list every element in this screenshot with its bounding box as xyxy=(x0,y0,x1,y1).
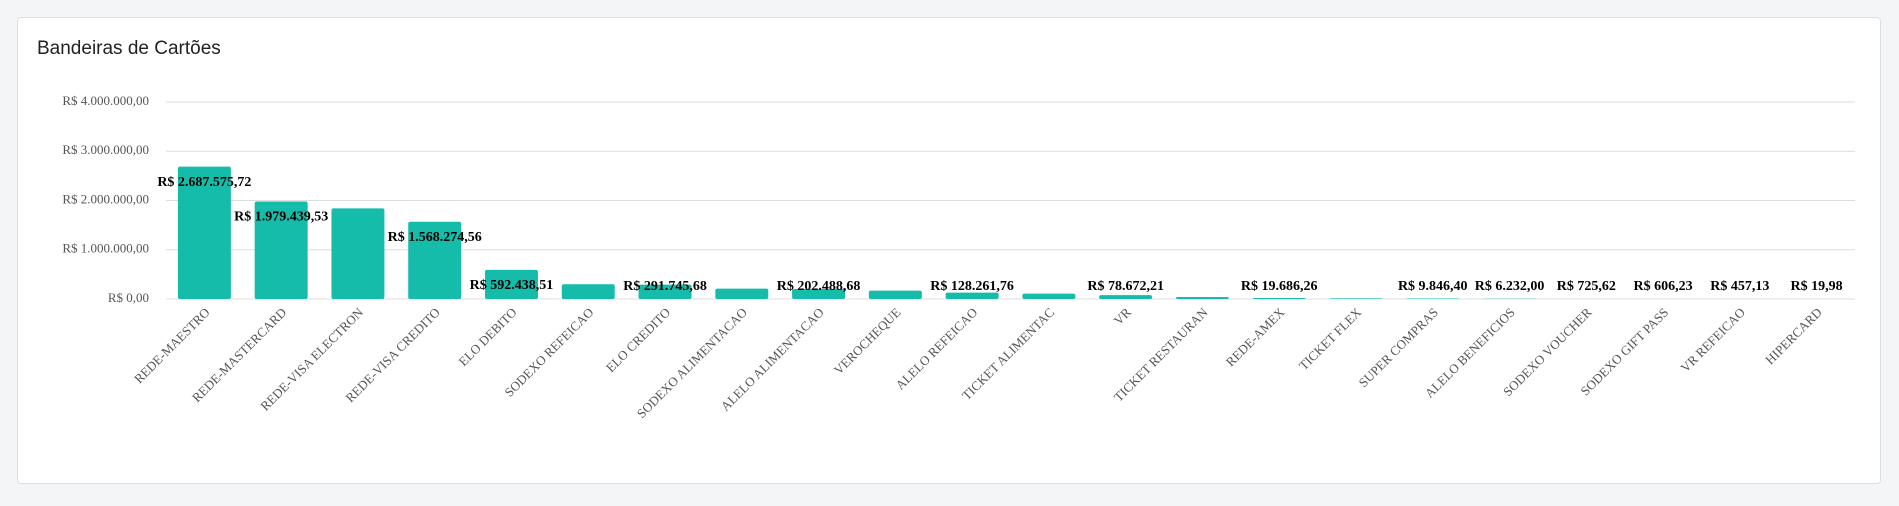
chart-title: Bandeiras de Cartões xyxy=(37,38,221,59)
y-tick-label: R$ 4.000.000,00 xyxy=(62,93,149,108)
bar xyxy=(484,269,538,299)
x-tick-label: ELO CREDITO xyxy=(603,305,673,375)
bar xyxy=(1099,295,1153,299)
x-tick-label: ELO DEBITO xyxy=(455,305,519,369)
y-tick-label: R$ 1.000.000,00 xyxy=(62,241,149,256)
value-label: R$ 9.846,40 xyxy=(1398,279,1468,294)
value-label: R$ 291.745,68 xyxy=(623,279,707,294)
bar xyxy=(331,208,385,299)
value-label: R$ 128.261,76 xyxy=(930,279,1014,294)
y-tick-label: R$ 3.000.000,00 xyxy=(62,142,149,157)
value-label: R$ 2.687.575,72 xyxy=(157,175,251,190)
x-tick-label: VR REFEICAO xyxy=(1677,305,1748,376)
y-tick-label: R$ 0,00 xyxy=(108,290,149,305)
bar xyxy=(561,284,615,299)
bar xyxy=(792,289,846,299)
value-label: R$ 457,13 xyxy=(1710,279,1769,294)
x-tick-label: SODEXO GIFT PASS xyxy=(1577,305,1671,399)
x-tick-label: SUPER COMPRAS xyxy=(1356,305,1441,390)
value-label: R$ 1.979.439,53 xyxy=(234,210,328,225)
bar xyxy=(1329,298,1383,299)
bar xyxy=(177,166,231,299)
value-label: R$ 606,23 xyxy=(1634,279,1693,294)
x-tick-label: VR xyxy=(1111,304,1135,328)
value-label: R$ 725,62 xyxy=(1557,279,1616,294)
x-tick-label: HIPERCARD xyxy=(1762,305,1825,368)
bar xyxy=(1175,297,1229,299)
value-label: R$ 6.232,00 xyxy=(1475,279,1545,294)
bar xyxy=(638,284,692,299)
value-label: R$ 592.438,51 xyxy=(470,278,554,293)
x-tick-label: VEROCHEQUE xyxy=(831,305,904,378)
x-tick-label: REDE-MAESTRO xyxy=(131,305,213,387)
value-label: R$ 202.488,68 xyxy=(777,279,861,294)
bar xyxy=(868,290,922,299)
value-label: R$ 1.568.274,56 xyxy=(388,230,482,245)
value-label: R$ 78.672,21 xyxy=(1087,279,1164,294)
card: Bandeiras de Cartões xyxy=(17,17,1881,484)
bar xyxy=(254,201,308,299)
bar xyxy=(408,221,462,299)
value-label: R$ 19,98 xyxy=(1791,279,1843,294)
bar xyxy=(715,288,769,299)
x-tick-label: TICKET FLEX xyxy=(1296,304,1365,373)
bar xyxy=(1252,298,1306,299)
bar xyxy=(1022,293,1076,299)
bar xyxy=(945,292,999,299)
value-label: R$ 19.686,26 xyxy=(1241,279,1318,294)
x-tick-label: REDE-AMEX xyxy=(1223,304,1288,369)
y-tick-label: R$ 2.000.000,00 xyxy=(62,191,149,206)
x-tick-label: ALELO REFEICAO xyxy=(892,305,980,393)
